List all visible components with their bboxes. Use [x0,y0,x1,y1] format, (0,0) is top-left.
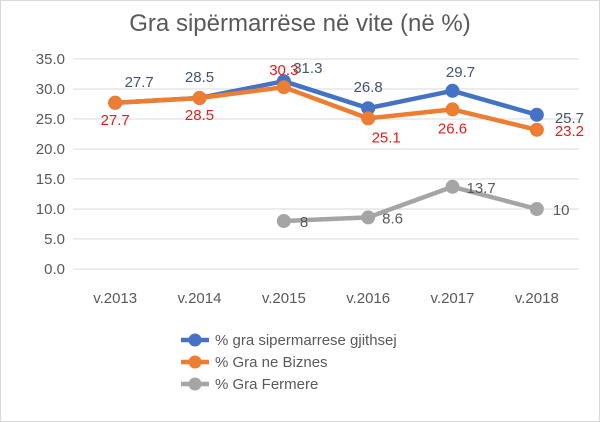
chart-title: Gra sipërmarrëse në vite (në %) [129,10,470,37]
data-point [445,83,460,98]
legend-marker [188,377,202,391]
y-tick-label: 35.0 [36,51,65,68]
series-lines [108,74,544,228]
x-tick-label: v.2018 [515,290,559,307]
y-tick-label: 5.0 [44,231,65,248]
x-tick-label: v.2015 [262,290,306,307]
x-axis-ticks: v.2013 v.2014 v.2015 v.2016 v.2017 v.2018 [93,290,559,307]
y-tick-label: 10.0 [36,201,65,218]
legend-marker [188,355,202,369]
legend: % gra sipermarrese gjithsej % Gra ne Bizn… [181,332,397,393]
data-point [445,102,460,117]
legend-label: % gra sipermarrese gjithsej [215,332,397,349]
data-point [361,210,376,225]
data-label: 26.8 [354,79,383,96]
series-line [112,84,540,133]
data-point [361,111,376,126]
legend-label: % Gra ne Biznes [215,354,328,371]
data-label: 27.7 [125,74,154,91]
data-label: 25.7 [555,110,584,127]
data-label: 8.6 [382,210,403,227]
data-label: 25.1 [372,129,401,146]
legend-label: % Gra Fermere [215,376,318,393]
legend-marker [188,333,202,347]
x-tick-label: v.2016 [346,290,390,307]
data-point [529,202,544,216]
data-label: 26.6 [438,120,467,137]
data-point [276,80,291,95]
x-tick-label: v.2014 [178,290,222,307]
x-tick-label: v.2017 [431,290,475,307]
y-tick-label: 20.0 [36,141,65,158]
y-tick-label: 25.0 [36,111,65,128]
data-point [529,122,544,137]
y-tick-label: 0.0 [44,261,65,278]
y-tick-label: 15.0 [36,171,65,188]
data-point [276,214,291,228]
data-labels: 27.7 28.5 31.3 26.8 29.7 25.7 27.7 28.5 30.3 25.1… [101,60,584,231]
data-label: 8 [300,214,308,231]
data-label: 28.5 [185,107,214,124]
data-point [529,107,544,122]
y-tick-label: 30.0 [36,81,65,98]
series-line [281,184,540,224]
data-label: 23.2 [555,123,584,140]
data-point [445,179,460,194]
data-label: 27.7 [101,112,130,129]
data-label: 28.5 [185,69,214,86]
data-label: 13.7 [467,180,496,197]
data-label: 30.3 [269,62,298,79]
x-tick-label: v.2013 [93,290,137,307]
data-label: 31.3 [293,60,322,77]
y-axis-ticks: 0.0 5.0 10.0 15.0 20.0 25.0 30.0 35.0 [36,51,65,278]
data-label: 29.7 [446,64,475,81]
gridlines [73,58,579,270]
data-point [192,91,207,105]
data-point [108,95,123,110]
data-label: 10 [553,202,570,219]
